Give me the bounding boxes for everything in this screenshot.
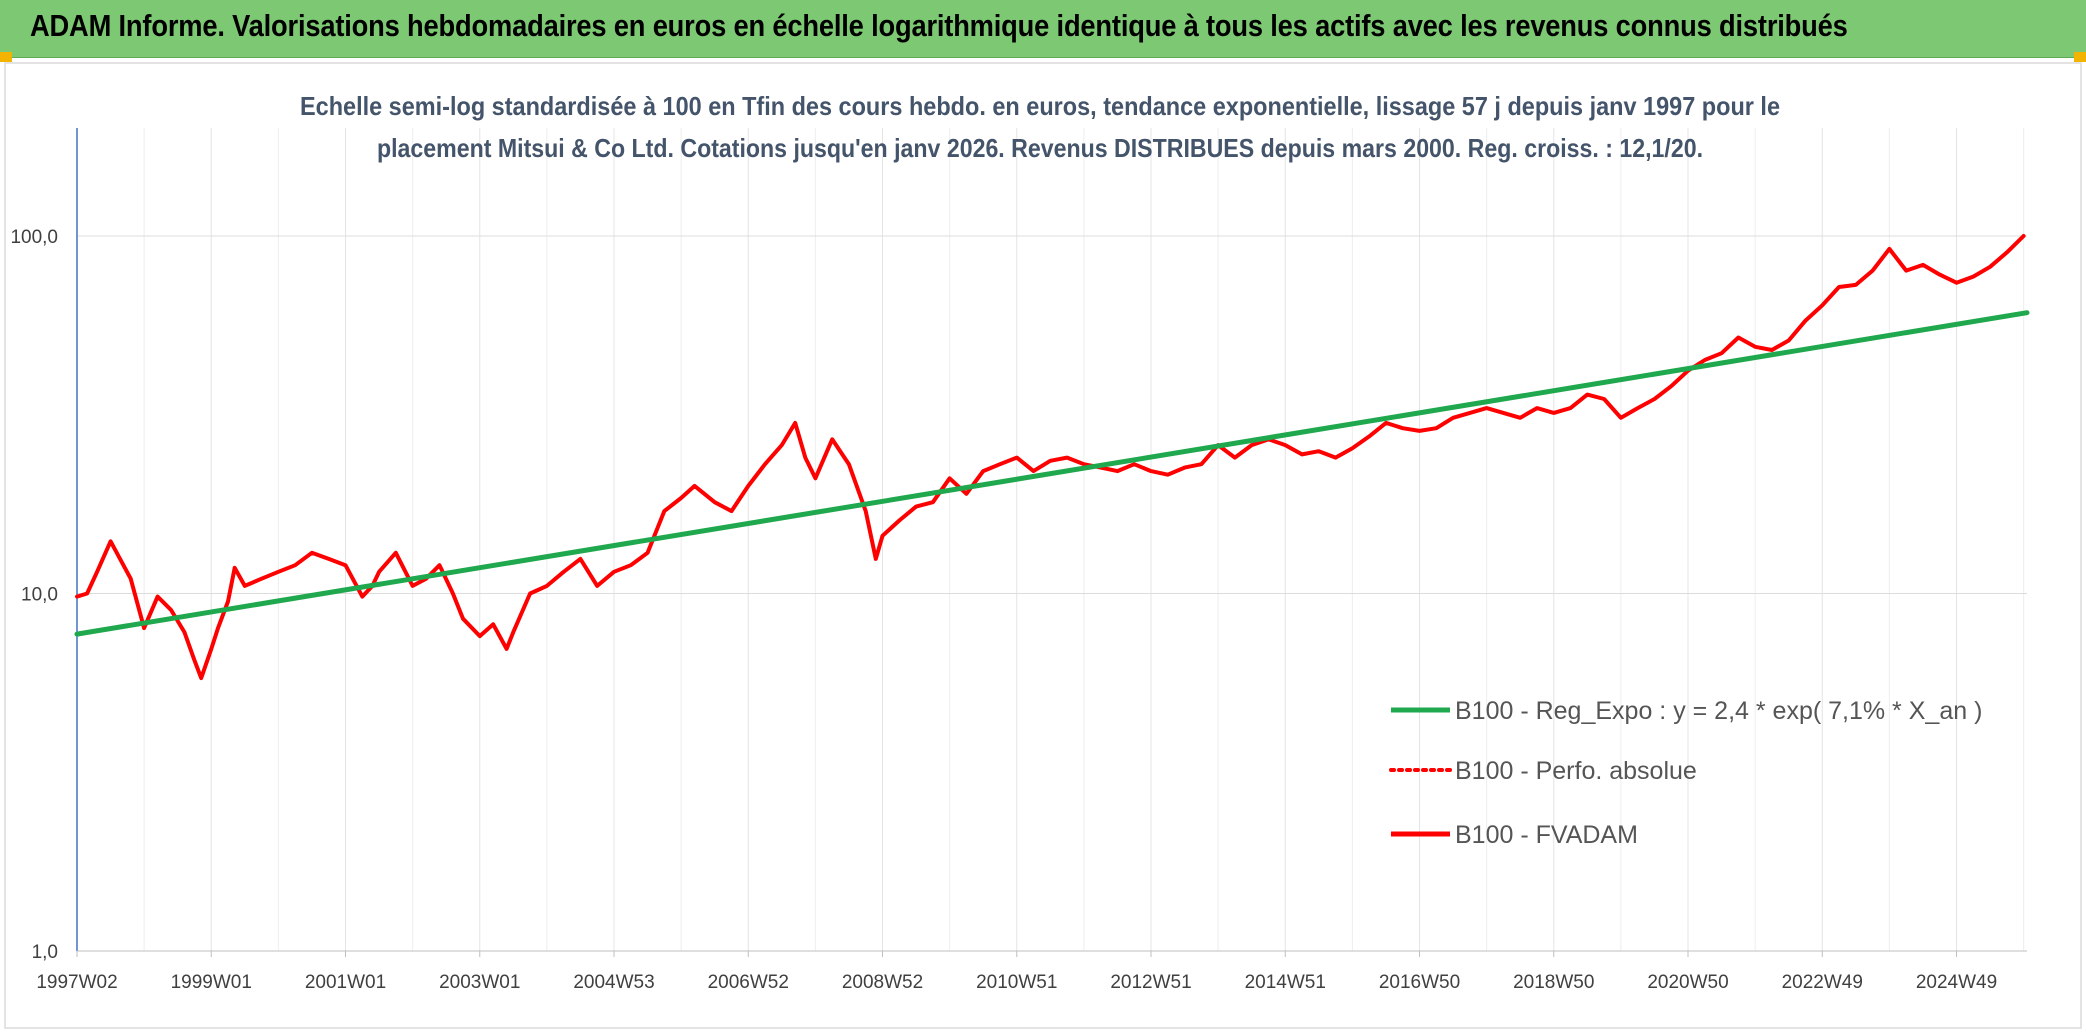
x-axis-ticks: 1997W02 1999W01 2001W01 2003W01 2004W53 2006W…: [36, 951, 1997, 993]
x-tick-label: 2016W50: [1379, 972, 1460, 993]
corner-accent-left: [0, 52, 12, 62]
x-tick-label: 2020W50: [1647, 972, 1728, 993]
series: [74, 234, 2030, 681]
fvadam-line: [75, 234, 2026, 681]
x-tick-label: 2001W01: [305, 972, 386, 993]
legend: B100 - Reg_Expo : y = 2,4 * exp( 7,1% * …: [1389, 697, 1982, 849]
x-tick-label: 2018W50: [1513, 972, 1594, 993]
x-tick-label: 2008W52: [842, 972, 923, 993]
x-tick-label: 2022W49: [1782, 972, 1863, 993]
x-tick-label: 2012W51: [1110, 972, 1191, 993]
x-tick-label: 2003W01: [439, 972, 520, 993]
legend-label: B100 - FVADAM: [1455, 821, 1638, 849]
report-title: ADAM Informe. Valorisations hebdomadaire…: [30, 8, 1848, 43]
x-tick-label: 2004W53: [573, 972, 654, 993]
trend-line: [74, 310, 2030, 637]
x-tick-label: 1999W01: [171, 972, 252, 993]
y-tick-label: 10,0: [21, 585, 58, 606]
report-banner: ADAM Informe. Valorisations hebdomadaire…: [0, 0, 2086, 58]
y-tick-label: 100,0: [10, 227, 58, 248]
x-tick-label: 1997W02: [36, 972, 117, 993]
chart-subtitle-line-2: placement Mitsui & Co Ltd. Cotations jus…: [377, 133, 1703, 163]
x-tick-label: 2024W49: [1916, 972, 1997, 993]
chart-subtitle-line-1: Echelle semi-log standardisée à 100 en T…: [300, 91, 1780, 121]
x-tick-label: 2014W51: [1245, 972, 1326, 993]
legend-label: B100 - Reg_Expo : y = 2,4 * exp( 7,1% * …: [1455, 697, 1982, 725]
y-axis-ticks: 100,0 10,0 1,0: [10, 227, 58, 963]
y-tick-label: 1,0: [32, 942, 58, 963]
grid: [76, 128, 2027, 952]
x-tick-label: 2010W51: [976, 972, 1057, 993]
legend-label: B100 - Perfo. absolue: [1455, 757, 1697, 785]
chart-frame: [4, 62, 2082, 1029]
x-tick-label: 2006W52: [708, 972, 789, 993]
corner-accent-right: [2074, 52, 2086, 62]
